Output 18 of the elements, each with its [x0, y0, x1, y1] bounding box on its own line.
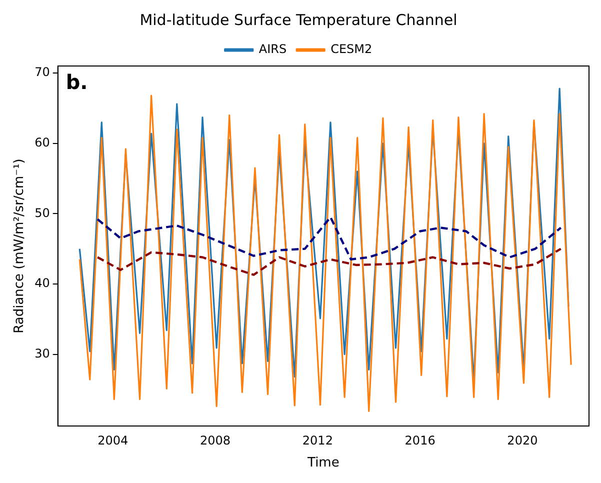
y-tick-label: 50	[34, 206, 50, 220]
y-tick-label: 30	[34, 346, 50, 360]
chart-title: Mid-latitude Surface Temperature Channel	[140, 10, 458, 29]
x-tick-label: 2016	[404, 433, 436, 448]
annotation: b.	[66, 70, 88, 94]
legend-label: CESM2	[330, 42, 372, 56]
y-tick-label: 70	[34, 65, 50, 80]
x-tick-label: 2020	[507, 433, 538, 448]
x-tick-label: 2004	[98, 433, 128, 448]
line-series	[96, 216, 562, 260]
legend-label: AIRS	[258, 42, 287, 56]
y-axis-title: Radiance (mW/m²/sr/cm⁻¹)	[12, 158, 28, 334]
y-tick-label: 60	[34, 135, 50, 150]
x-tick-label: 2012	[302, 433, 333, 448]
y-tick-label: 40	[34, 276, 50, 290]
line-series	[96, 248, 562, 276]
x-tick-label: 2008	[200, 433, 231, 448]
x-axis-title: Time	[306, 456, 340, 471]
